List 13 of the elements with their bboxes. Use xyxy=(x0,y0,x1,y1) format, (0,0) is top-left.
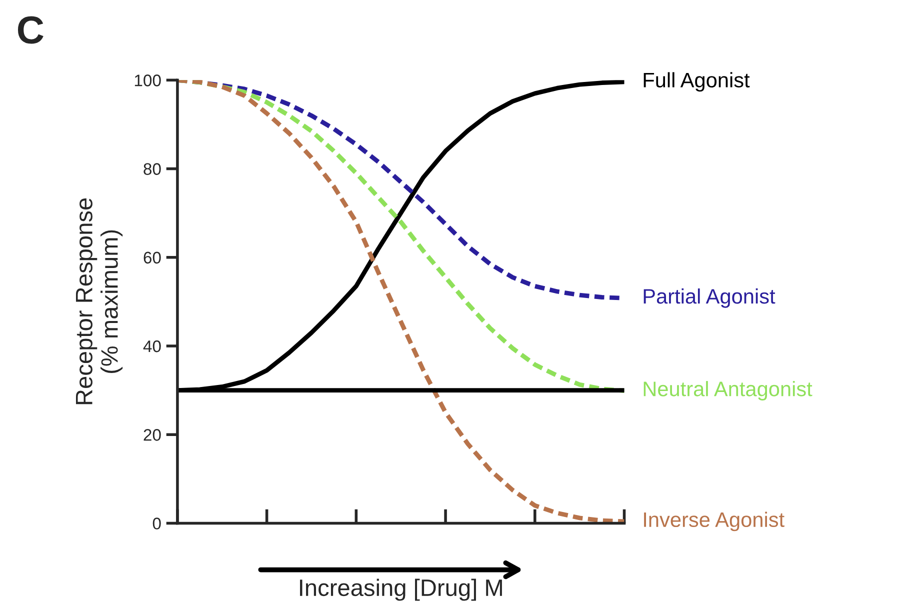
series-label: Neutral Antagonist xyxy=(644,381,812,400)
y-tick-label: 0 xyxy=(152,518,161,530)
y-tick-label: 40 xyxy=(143,340,161,352)
series-label: Inverse Agonist xyxy=(644,512,784,532)
series-label: Partial Agonist xyxy=(644,288,776,308)
x-axis-title: Increasing [Drug] M xyxy=(300,578,502,601)
series-label: Full Agonist xyxy=(644,72,750,92)
y-tick-label: 100 xyxy=(134,74,161,86)
y-tick-label: 80 xyxy=(144,163,161,175)
y-tick-label: 20 xyxy=(144,429,161,441)
text: C xyxy=(18,16,44,44)
y-tick-label: 60 xyxy=(144,252,161,264)
y-axis-title: Receptor Response (% maximum) xyxy=(76,198,123,404)
